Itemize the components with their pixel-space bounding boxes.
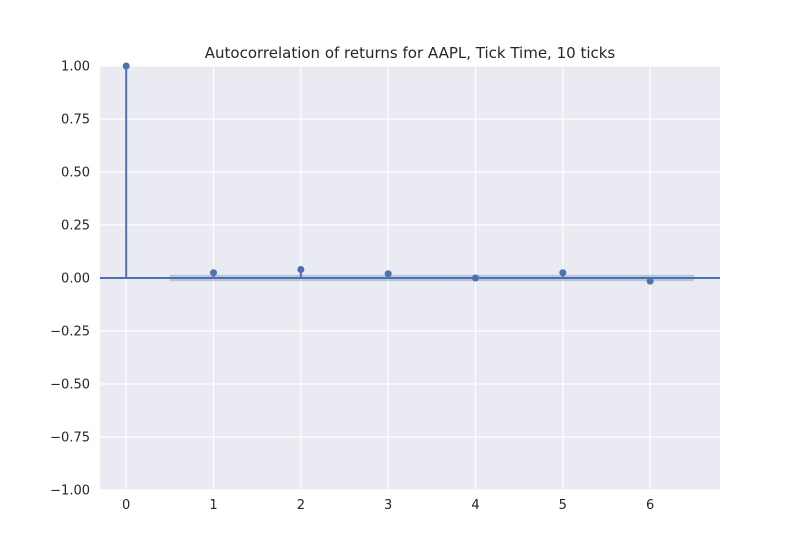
marker-lag-3 [384, 270, 392, 278]
x-tick-label-2: 2 [297, 498, 305, 513]
x-tick-label-4: 4 [471, 498, 479, 513]
y-tick-label-5: −0.25 [50, 325, 90, 340]
y-tick-label-7: −0.75 [50, 431, 90, 446]
y-tick-label-0: 1.00 [61, 60, 90, 75]
y-tick-label-4: 0.00 [61, 272, 90, 287]
x-tick-label-3: 3 [384, 498, 392, 513]
y-tick-label-3: 0.25 [61, 219, 90, 234]
marker-lag-0 [122, 62, 130, 70]
y-tick-label-6: −0.50 [50, 378, 90, 393]
chart-title: Autocorrelation of returns for AAPL, Tic… [205, 44, 616, 62]
x-tick-labels: 0 1 2 3 4 5 6 [122, 498, 654, 513]
y-tick-labels: 1.00 0.75 0.50 0.25 0.00 −0.25 −0.50 −0.75 −1.00 [50, 60, 90, 499]
marker-lag-2 [297, 266, 305, 274]
y-tick-label-1: 0.75 [61, 113, 90, 128]
x-tick-label-6: 6 [646, 498, 654, 513]
y-tick-label-2: 0.50 [61, 166, 90, 181]
marker-lag-6 [646, 277, 654, 285]
markers [122, 62, 654, 285]
x-tick-label-0: 0 [122, 498, 130, 513]
marker-lag-5 [559, 269, 567, 277]
x-tick-label-1: 1 [209, 498, 217, 513]
x-tick-label-5: 5 [559, 498, 567, 513]
marker-lag-4 [471, 274, 479, 282]
marker-lag-1 [210, 269, 218, 277]
y-tick-label-8: −1.00 [50, 484, 90, 499]
